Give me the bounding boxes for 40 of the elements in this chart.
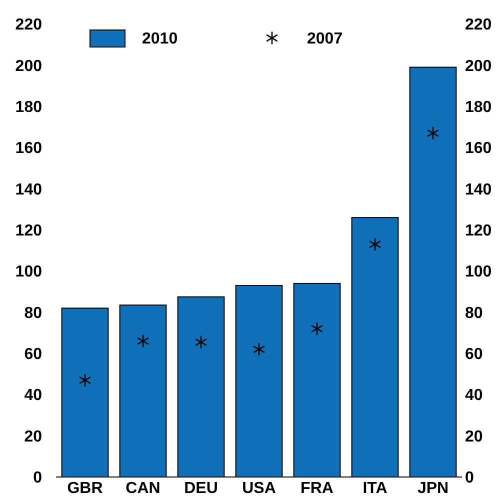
x-tick-label: ITA — [362, 480, 388, 497]
y-tick-label: 180 — [15, 98, 42, 116]
point — [194, 335, 208, 350]
y-tick-label: 80 — [24, 304, 42, 322]
point — [252, 342, 266, 356]
y-tick-label: 100 — [15, 264, 42, 281]
point — [78, 373, 92, 388]
y2-tick-label: 160 — [465, 140, 492, 158]
y2-tick-label: 80 — [465, 304, 483, 322]
point — [368, 237, 382, 252]
x-tick-label: CAN — [126, 480, 160, 497]
y2-tick-label: 220 — [465, 16, 492, 34]
x-tick-label: USA — [242, 480, 276, 497]
point — [310, 322, 324, 336]
y-tick-label: 220 — [15, 16, 42, 34]
y2-tick-label: 0 — [465, 470, 474, 487]
y-tick-label: 60 — [24, 346, 42, 364]
point — [426, 126, 440, 140]
y2-tick-label: 60 — [465, 346, 483, 364]
y2-tick-label: 180 — [465, 98, 492, 116]
y2-tick-label: 140 — [465, 181, 492, 198]
y-tick-label: 40 — [24, 387, 42, 404]
y-tick-label: 140 — [15, 181, 42, 198]
y2-tick-label: 40 — [465, 387, 483, 404]
y-tick-label: 20 — [24, 428, 42, 446]
point — [136, 334, 150, 348]
y-tick-label: 120 — [15, 222, 42, 240]
x-tick-label: FRA — [300, 480, 334, 497]
y-tick-label: 200 — [15, 58, 42, 75]
legend-label: 2010 — [142, 30, 178, 48]
x-tick-label: DEU — [184, 480, 218, 497]
y2-tick-label: 100 — [465, 264, 492, 281]
x-tick-label: GBR — [67, 480, 104, 497]
y2-tick-label: 200 — [465, 58, 492, 75]
x-tick-label: JPN — [417, 480, 449, 497]
legend-label: 2007 — [307, 30, 343, 48]
y2-tick-label: 120 — [465, 222, 492, 240]
y2-tick-label: 20 — [465, 428, 483, 446]
y-tick-label: 0 — [33, 470, 42, 487]
y-tick-label: 160 — [15, 140, 42, 158]
